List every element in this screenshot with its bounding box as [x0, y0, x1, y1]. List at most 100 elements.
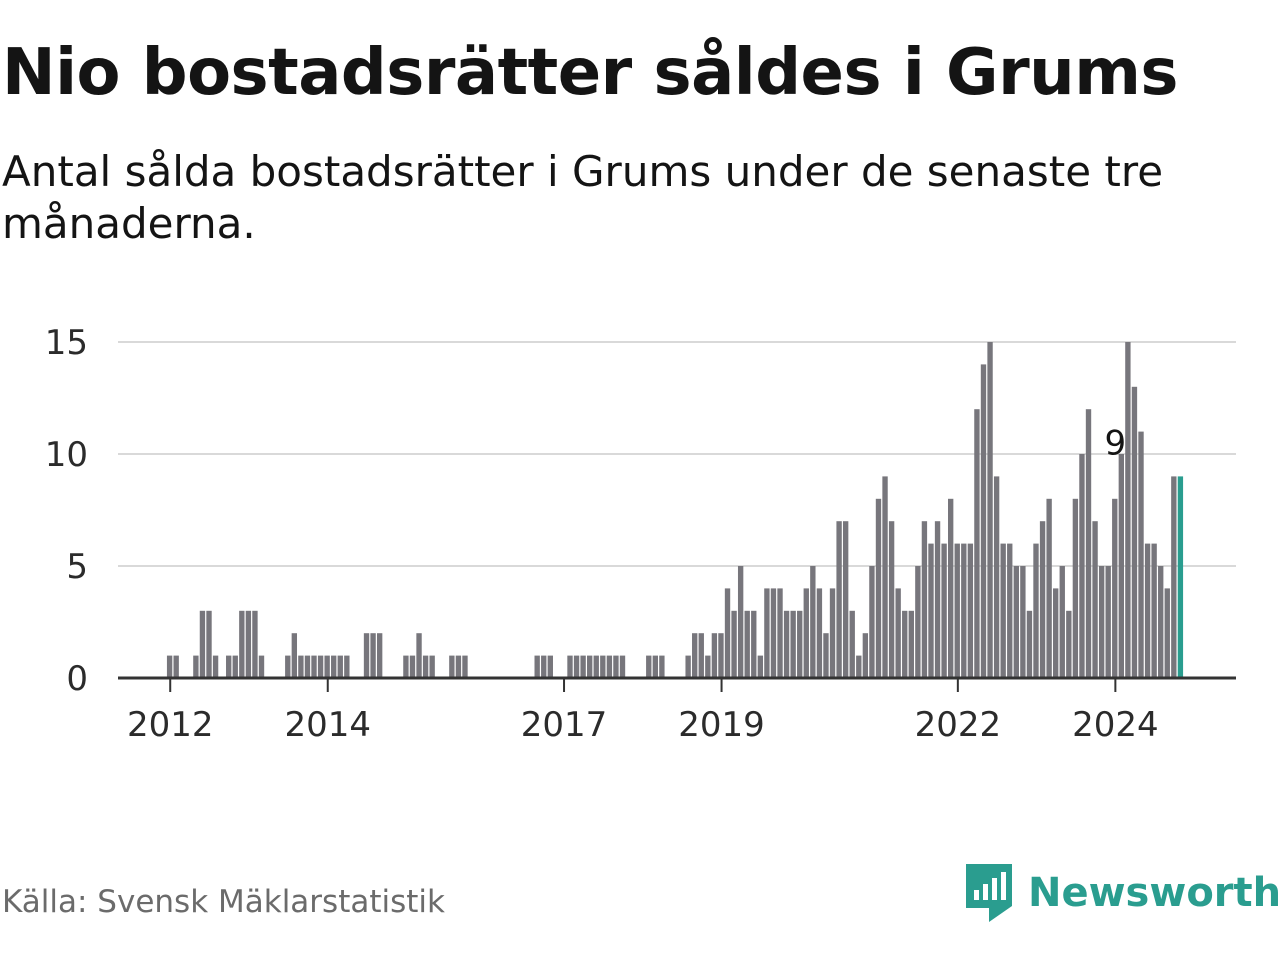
x-tick-label: 2012: [127, 705, 214, 745]
y-tick-label: 15: [45, 323, 88, 363]
bar: [1144, 543, 1151, 678]
bar: [980, 364, 987, 678]
logo-text: Newsworthy: [1028, 870, 1280, 916]
bar: [1013, 566, 1019, 678]
x-tick-label: 2024: [1072, 705, 1159, 745]
bar: [416, 633, 422, 678]
bar: [928, 543, 934, 678]
bar: [324, 655, 330, 678]
newsworthy-logo-icon: [966, 864, 1012, 922]
bar: [206, 610, 212, 678]
bar: [659, 655, 665, 678]
bar: [1151, 543, 1157, 678]
bar: [534, 655, 540, 678]
bar: [967, 543, 974, 678]
latest-value-label: 9: [1105, 423, 1127, 463]
bar: [652, 655, 658, 678]
bar: [173, 655, 179, 678]
bar: [573, 655, 580, 678]
bar: [547, 655, 553, 678]
bar: [252, 610, 258, 678]
bar: [790, 610, 796, 678]
bar: [849, 610, 855, 678]
bar: [921, 521, 928, 678]
bar: [882, 476, 888, 678]
bar: [344, 655, 350, 678]
y-tick-label: 10: [45, 435, 88, 475]
bar: [1079, 454, 1085, 678]
source-note: Källa: Svensk Mäklarstatistik: [2, 884, 445, 920]
bar: [455, 655, 462, 678]
bar: [685, 655, 691, 678]
bar: [606, 655, 613, 678]
y-tick-label: 0: [66, 659, 88, 699]
bar: [1033, 543, 1039, 678]
bar: [1092, 521, 1098, 678]
bar: [1138, 431, 1144, 678]
bar: [836, 521, 842, 678]
bar: [619, 655, 626, 678]
bar: [541, 655, 547, 678]
bar: [731, 610, 737, 678]
labels: 0 5 10 15 2012 2014 2017 2019 2022 2024 9: [45, 323, 1159, 745]
axes: [118, 676, 1236, 692]
bars: [166, 342, 1184, 678]
bar: [993, 476, 1000, 678]
bar: [567, 655, 573, 678]
bar: [311, 655, 317, 678]
bar: [869, 566, 875, 678]
bar: [829, 588, 836, 678]
bar: [1164, 588, 1170, 678]
bar: [777, 588, 783, 678]
bar: [193, 655, 199, 678]
bar: [902, 610, 908, 678]
bar: [1125, 342, 1131, 678]
bar: [613, 655, 619, 678]
bar: [331, 655, 337, 678]
bar: [718, 633, 724, 678]
bar: [462, 655, 468, 678]
bar: [1053, 588, 1059, 678]
bar: [737, 566, 744, 678]
bar: [856, 655, 862, 678]
bar: [698, 633, 704, 678]
bar: [317, 655, 324, 678]
bar: [895, 588, 901, 678]
bar: [363, 633, 370, 678]
bar: [705, 655, 711, 678]
bar: [403, 655, 409, 678]
bar: [1039, 521, 1046, 678]
bar: [1112, 498, 1118, 678]
bar: [285, 655, 291, 678]
bar: [961, 543, 967, 678]
bar: [974, 409, 980, 678]
bar: [239, 610, 245, 678]
y-tick-label: 5: [66, 547, 88, 587]
bar: [337, 655, 343, 678]
bar: [803, 588, 809, 678]
bar: [987, 342, 993, 678]
bar: [409, 655, 416, 678]
bar: [1098, 566, 1105, 678]
bar-chart: 0 5 10 15 2012 2014 2017 2019 2022 2024 9: [45, 323, 1236, 745]
chart-subtitle: Antal sålda bostadsrätter i Grums under …: [2, 147, 1164, 248]
bar: [1158, 566, 1164, 678]
bar: [212, 655, 219, 678]
bar: [934, 521, 941, 678]
bar: [1085, 409, 1092, 678]
bar: [429, 655, 435, 678]
bar: [783, 610, 790, 678]
bar: [757, 655, 764, 678]
bar: [370, 633, 376, 678]
bar: [1026, 610, 1033, 678]
bar: [770, 588, 777, 678]
bar: [1046, 498, 1052, 678]
x-tick-label: 2022: [915, 705, 1002, 745]
bar: [646, 655, 652, 678]
bar: [823, 633, 829, 678]
bar: [842, 521, 849, 678]
bar: [692, 633, 698, 678]
x-tick-label: 2019: [678, 705, 765, 745]
bar: [226, 655, 232, 678]
bar: [764, 588, 770, 678]
